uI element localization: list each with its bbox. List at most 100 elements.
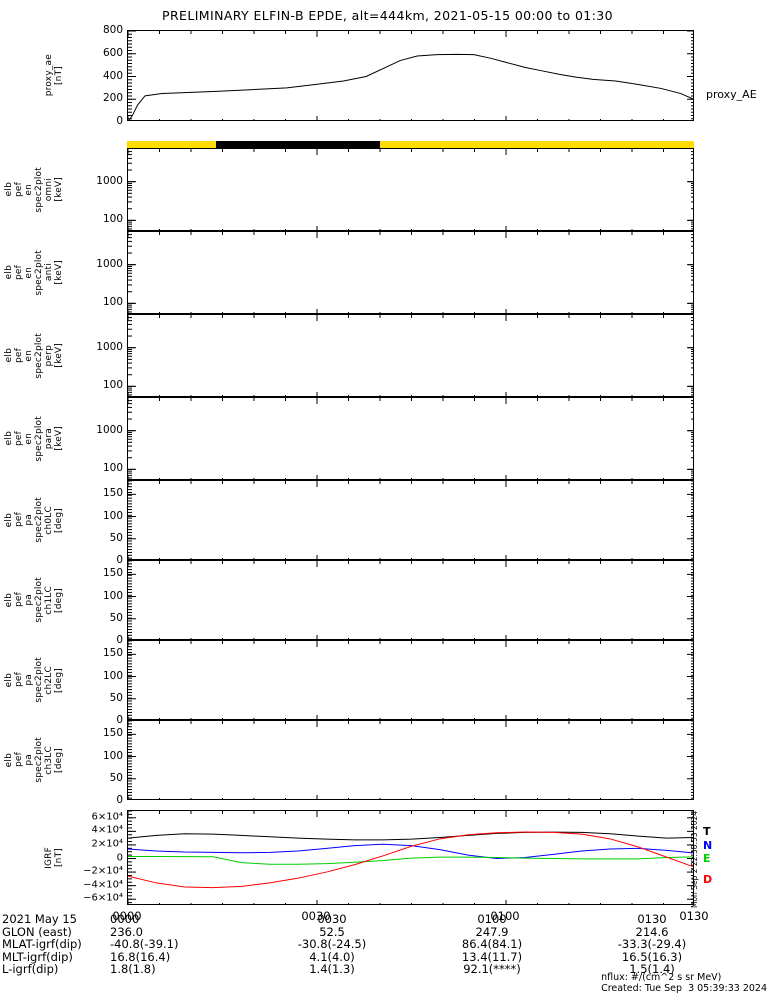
panel-axes-proxy-ae xyxy=(128,31,693,120)
xtick-label: 0030 xyxy=(301,909,331,923)
orbit-status-segment xyxy=(216,141,381,148)
annotation-value: 0130 xyxy=(637,912,667,926)
ylabel-word: perp xyxy=(44,344,54,367)
ytick-label: 0 xyxy=(116,852,123,863)
ylabel-word: [nT] xyxy=(54,65,64,86)
annotation-value: -33.3(-29.4) xyxy=(617,937,687,952)
ytick-labels-proxy-ae: 800 600 400 200 0 xyxy=(67,24,123,127)
panel-axes-pa-ch0lc xyxy=(128,481,693,559)
ytick-label: 1000 xyxy=(96,340,123,353)
panel-en-omni xyxy=(127,148,694,231)
panel-axes-en-omni xyxy=(128,149,693,230)
annotation-value: 16.5(16.3) xyxy=(621,949,683,964)
ytick-labels-pa-ch2lc: 150 100 50 0 xyxy=(67,640,123,726)
ylabel-word: spec2plot xyxy=(34,415,44,462)
annotation-value: 236.0 xyxy=(110,924,143,939)
ylabel-word: pef xyxy=(14,592,24,608)
ytick-label: 0 xyxy=(116,115,123,127)
ytick-label: 0 xyxy=(116,714,123,726)
ylabel-pa-ch2lc: elb pef pa spec2plot ch2LC [deg] xyxy=(3,640,65,720)
ylabel-word: [keV] xyxy=(54,343,64,368)
panel-axes-pa-ch1lc xyxy=(128,561,693,639)
annotation-value: 1.4(1.3) xyxy=(309,962,355,977)
ytick-label: 50 xyxy=(109,771,123,784)
ylabel-word: [deg] xyxy=(54,507,64,533)
ytick-label: 100 xyxy=(102,749,123,762)
ylabel-word: pa xyxy=(24,674,34,686)
ylabel-igrf: IGRF [nT] xyxy=(43,810,65,905)
panel-pa-ch3lc xyxy=(127,720,694,800)
ytick-labels-pa-ch3lc: 150 100 50 0 xyxy=(67,720,123,806)
ylabel-word: elb xyxy=(4,592,14,608)
ylabel-word: [keV] xyxy=(54,260,64,285)
ylabel-word: en xyxy=(24,349,34,362)
xtick-label: 0130 xyxy=(679,909,709,923)
ylabel-word: elb xyxy=(4,672,14,688)
panel-pa-ch0lc xyxy=(127,480,694,560)
series-e xyxy=(128,855,693,865)
ytick-labels-pa-ch1lc: 150 100 50 0 xyxy=(67,560,123,646)
ylabel-word: pef xyxy=(14,264,24,281)
annotation-value: 0000 xyxy=(110,912,140,926)
legend-entry-t: T xyxy=(703,825,711,838)
proxy-ae-series-tag: proxy_AE xyxy=(706,88,757,101)
panel-pa-ch1lc xyxy=(127,560,694,640)
ytick-label: 100 xyxy=(102,509,123,522)
annotation-value: 1.5(1.4) xyxy=(629,962,675,977)
ylabel-word: spec2plot xyxy=(34,497,44,543)
annotation-value: 4.1(4.0) xyxy=(309,949,355,964)
created-timestamp: Created: Tue Sep 3 05:39:33 2024 xyxy=(601,983,767,994)
ytick-label: 800 xyxy=(102,24,123,36)
annotation-label: GLON (east) xyxy=(2,924,72,939)
ytick-labels-en-anti: 1000 100 xyxy=(67,231,123,314)
annotation-label: MLT-igrf(dip) xyxy=(2,949,73,964)
xtick-label: 0100 xyxy=(490,909,520,923)
ylabel-pa-ch3lc: elb pef pa spec2plot ch3LC [deg] xyxy=(3,720,65,800)
ytick-label: 0 xyxy=(116,554,123,566)
ytick-label: 1000 xyxy=(96,423,123,436)
ytick-label: 150 xyxy=(102,487,123,500)
panel-en-anti xyxy=(127,231,694,314)
ytick-label: 50 xyxy=(109,691,123,704)
ylabel-word: pef xyxy=(14,672,24,688)
ylabel-word: pef xyxy=(14,181,24,198)
panel-axes-pa-ch2lc xyxy=(128,641,693,719)
ytick-label: 6×10⁴ xyxy=(91,811,123,823)
ylabel-en-anti: elb pef en spec2plot anti [keV] xyxy=(3,231,65,314)
legend-entry-d: D xyxy=(703,873,713,886)
series-t xyxy=(128,831,693,841)
ytick-label: 0 xyxy=(116,794,123,806)
ylabel-word: pef xyxy=(14,512,24,528)
ylabel-word: pef xyxy=(14,347,24,364)
ylabel-word: spec2plot xyxy=(34,249,44,296)
panel-igrf xyxy=(127,810,694,905)
ylabel-word: en xyxy=(24,183,34,196)
annotation-value: 0100 xyxy=(477,912,507,926)
ylabel-word: pef xyxy=(14,430,24,447)
panel-en-para xyxy=(127,397,694,480)
ytick-label: 100 xyxy=(102,462,123,475)
ytick-labels-en-para: 1000 100 xyxy=(67,397,123,480)
ylabel-word: IGRF xyxy=(44,846,54,869)
ylabel-word: pa xyxy=(24,594,34,606)
annotation-row: 2021 May 15 0000 0030 0100 0130 xyxy=(2,913,775,926)
ytick-label: −4×10⁴ xyxy=(83,879,123,891)
panel-axes-en-perp xyxy=(128,315,693,396)
ytick-label: 4×10⁴ xyxy=(91,824,123,836)
ylabel-word: spec2plot xyxy=(34,737,44,783)
ylabel-en-perp: elb pef en spec2plot perp [keV] xyxy=(3,314,65,397)
ylabel-word: proxy_ae xyxy=(44,54,54,97)
ytick-label: 150 xyxy=(102,727,123,740)
ylabel-word: spec2plot xyxy=(34,166,44,213)
ylabel-word: anti xyxy=(44,263,54,282)
annotation-value: 13.4(11.7) xyxy=(461,949,523,964)
ytick-label: 100 xyxy=(102,213,123,226)
annotation-label: 2021 May 15 xyxy=(2,912,77,926)
annotation-value: 16.8(16.4) xyxy=(110,949,171,964)
panel-axes-pa-ch3lc xyxy=(128,721,693,799)
ytick-label: 150 xyxy=(102,567,123,580)
ytick-labels-igrf: 6×10⁴ 4×10⁴ 2×10⁴ 0 −2×10⁴ −4×10⁴ −6×10⁴ xyxy=(67,810,123,905)
ylabel-en-omni: elb pef en spec2plot omni [keV] xyxy=(3,148,65,231)
ylabel-word: en xyxy=(24,266,34,279)
annotation-value: 52.5 xyxy=(319,924,345,939)
